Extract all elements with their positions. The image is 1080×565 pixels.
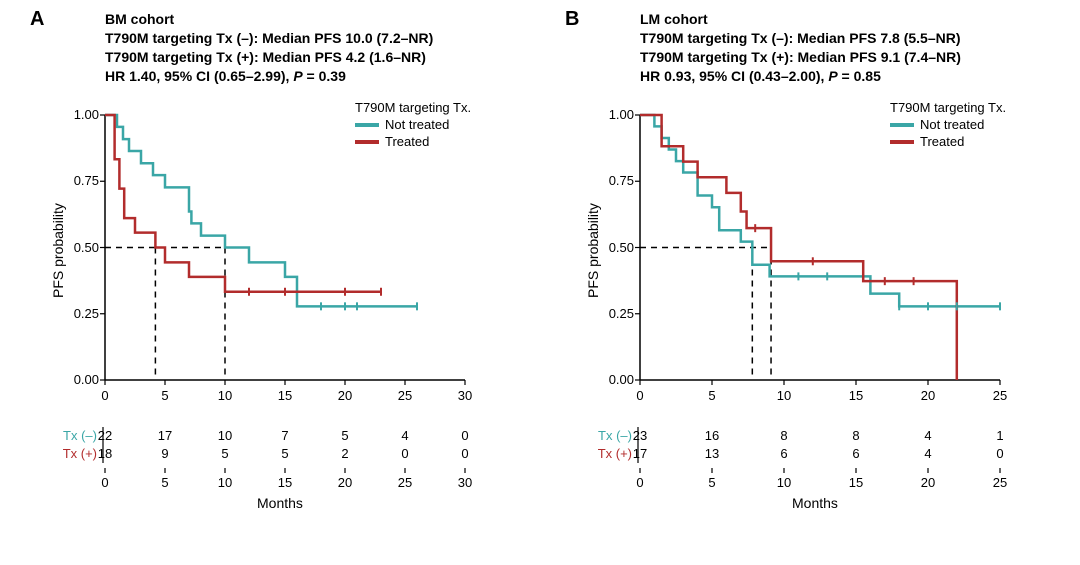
legend-swatch [890, 140, 914, 144]
x-axis-label: Months [257, 495, 303, 511]
legend-swatch [890, 123, 914, 127]
legend-swatch [355, 123, 379, 127]
km-figure: ABM cohort T790M targeting Tx (–): Media… [0, 0, 1080, 565]
y-axis-label: PFS probability [585, 203, 601, 298]
panel-B: BLM cohort T790M targeting Tx (–): Media… [555, 0, 1075, 565]
km-treated [105, 115, 381, 292]
panel-A: ABM cohort T790M targeting Tx (–): Media… [20, 0, 540, 565]
legend-swatch [355, 140, 379, 144]
y-axis-label: PFS probability [50, 203, 66, 298]
legend: T790M targeting Tx.Not treatedTreated [890, 100, 1006, 149]
legend: T790M targeting Tx.Not treatedTreated [355, 100, 471, 149]
x-axis-label: Months [792, 495, 838, 511]
